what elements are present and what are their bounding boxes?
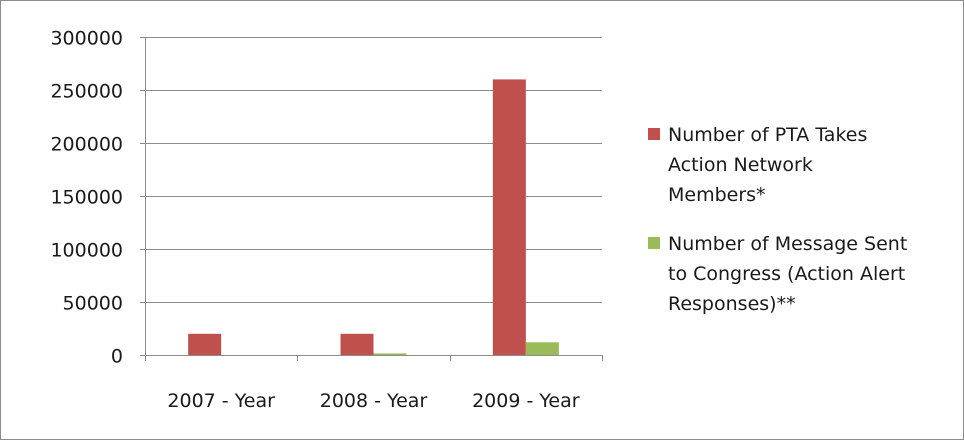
- bar-members-1: [340, 333, 374, 355]
- y-tick-label: 250000: [50, 81, 123, 103]
- legend-swatch-messages: [648, 237, 660, 249]
- axes: [145, 37, 602, 356]
- bars: [188, 79, 559, 356]
- y-tick-label: 0: [111, 346, 123, 368]
- legend: Number of PTA Takes Action Network Members…: [648, 124, 907, 315]
- bar-messages-2: [525, 342, 559, 355]
- x-axis-ticks: 2007 - Year 2008 - Year 2009 - Year: [145, 355, 603, 412]
- x-tick-label: 2008 - Year: [320, 390, 428, 412]
- y-tick-label: 300000: [50, 28, 123, 50]
- legend-label-line: Number of PTA Takes: [668, 124, 867, 146]
- y-tick-label: 150000: [50, 187, 123, 209]
- bar-members-0: [188, 333, 222, 355]
- y-tick-label: 50000: [63, 293, 123, 315]
- bar-members-2: [492, 79, 526, 356]
- legend-label-line: Members*: [668, 184, 766, 206]
- y-tick-label: 200000: [50, 134, 123, 156]
- legend-label-line: to Congress (Action Alert: [668, 263, 905, 285]
- x-tick-label: 2009 - Year: [472, 390, 580, 412]
- bar-messages-1: [373, 353, 407, 355]
- y-axis-ticks: 0 50000 100000 150000 200000 250000 300000: [50, 28, 145, 368]
- x-tick-label: 2007 - Year: [167, 390, 275, 412]
- gridlines: [145, 37, 602, 303]
- legend-label-line: Action Network: [668, 154, 813, 176]
- y-tick-label: 100000: [50, 240, 123, 262]
- legend-label-line: Responses)**: [668, 293, 796, 315]
- legend-swatch-members: [648, 128, 660, 140]
- legend-label-line: Number of Message Sent: [668, 233, 907, 255]
